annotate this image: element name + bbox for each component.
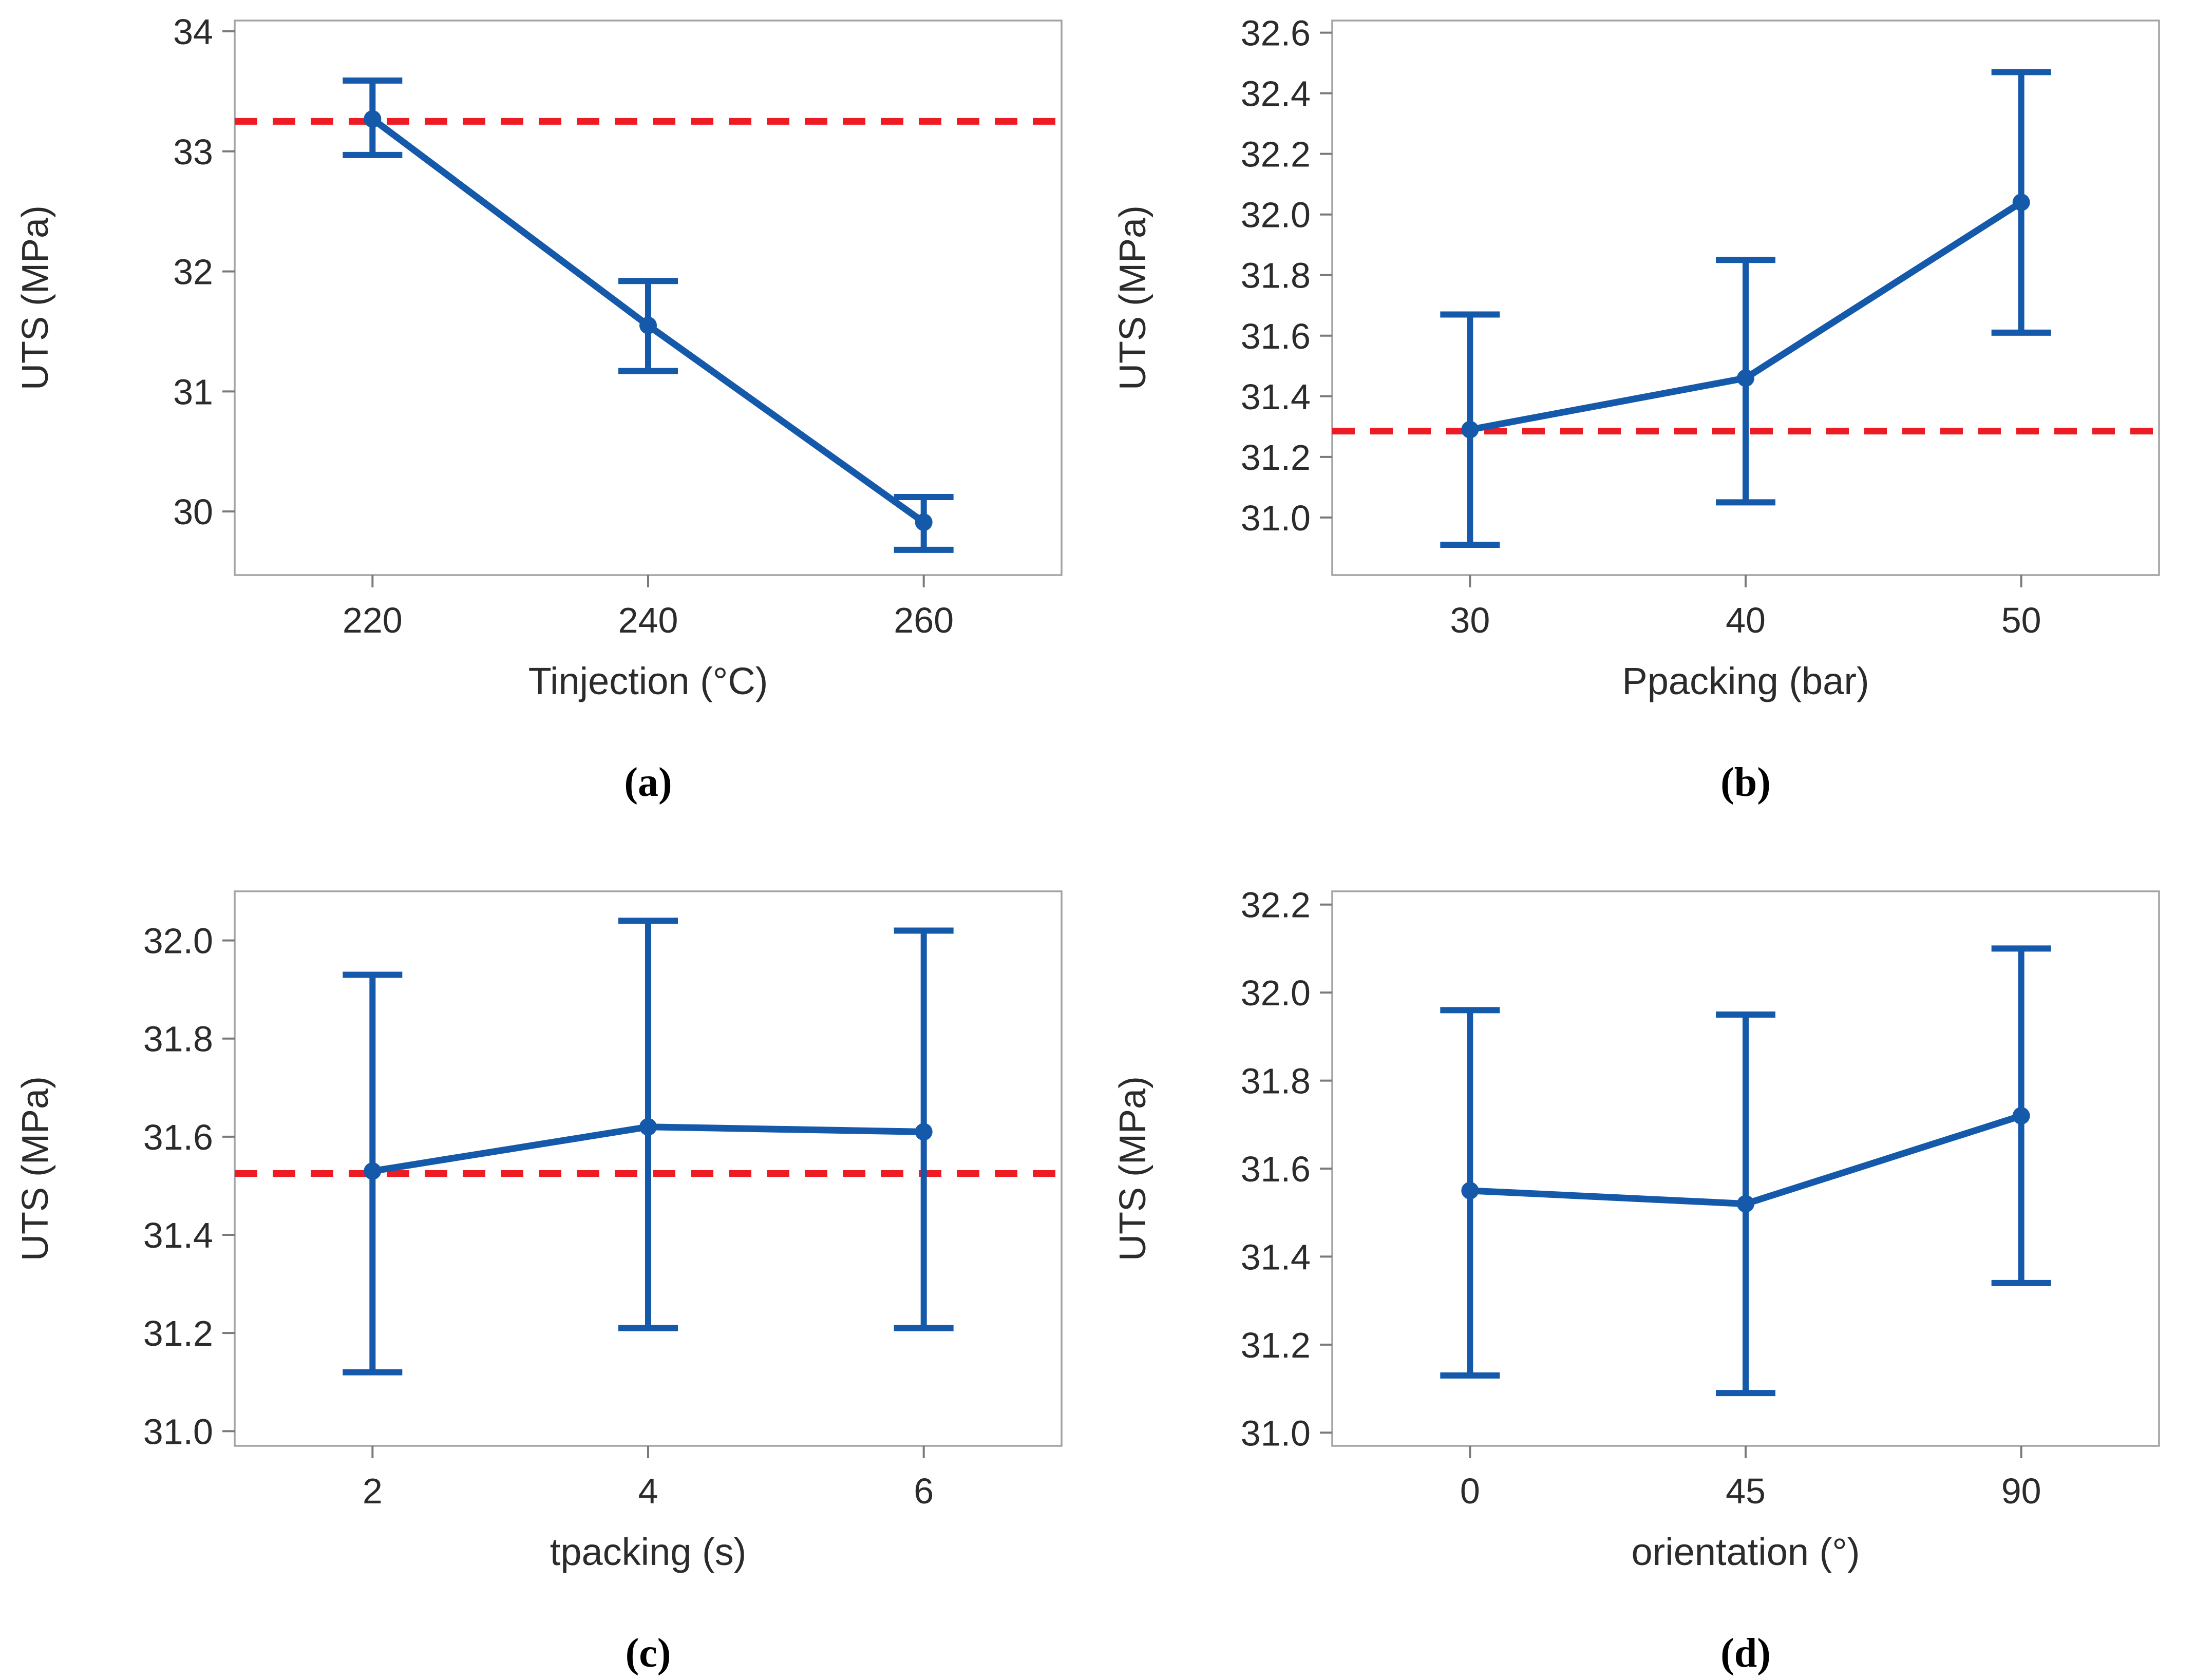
- y-tick-label: 34: [173, 12, 213, 52]
- x-axis-ticks: 0 45 90: [1460, 1446, 2041, 1511]
- y-tick-label: 31: [173, 372, 213, 412]
- chart-canvas-d: 31.0 31.2 31.4 31.6 31.8 32.0 32.2 0 45 90: [1241, 885, 2160, 1511]
- x-tick-label: 260: [894, 600, 954, 640]
- data-point-marker: [915, 513, 933, 531]
- y-tick-label: 31.4: [1241, 1237, 1311, 1277]
- x-tick-label: 6: [914, 1471, 934, 1511]
- x-tick-label: 0: [1460, 1471, 1480, 1511]
- x-axis-label: tpacking (s): [550, 1531, 747, 1573]
- y-tick-label: 33: [173, 132, 213, 172]
- data-point-marker: [915, 1123, 933, 1141]
- data-point-marker: [639, 316, 657, 334]
- x-axis-ticks: 220 240 260: [343, 575, 954, 640]
- panel-b: UTS (MPa) 31.0 31.2 31.4 31.6 31.8 32.0 32.2 32…: [1098, 0, 2195, 840]
- chart-row-d: UTS (MPa) 31.0 31.2 31.4 31.6 31.8 32.0 32.2 0 4…: [1098, 871, 2195, 1528]
- data-point-marker: [364, 110, 382, 128]
- y-tick-label: 31.4: [143, 1215, 213, 1255]
- data-point-marker: [2012, 1107, 2030, 1125]
- x-axis-ticks: 30 40 50: [1450, 575, 2041, 640]
- y-tick-label: 31.2: [1241, 1325, 1311, 1365]
- data-point-marker: [2012, 194, 2030, 212]
- y-tick-label: 31.2: [143, 1313, 213, 1353]
- x-tick-label: 4: [638, 1471, 658, 1511]
- y-tick-label: 32.0: [1241, 973, 1311, 1013]
- chart-canvas-a: 30 31 32 33 34 220 240 260: [173, 12, 1063, 640]
- chart-row-b: UTS (MPa) 31.0 31.2 31.4 31.6 31.8 32.0 32.2 32…: [1098, 0, 2195, 657]
- y-tick-label: 31.0: [1241, 1413, 1311, 1453]
- x-tick-label: 240: [618, 600, 678, 640]
- x-axis-label: Ppacking (bar): [1622, 660, 1869, 702]
- data-point-marker: [1737, 369, 1754, 387]
- x-axis-label: orientation (°): [1631, 1531, 1860, 1573]
- y-tick-label: 30: [173, 492, 213, 532]
- data-point-markers: [1461, 194, 2030, 438]
- x-tick-label: 40: [1726, 600, 1766, 640]
- y-axis-ticks: 31.0 31.2 31.4 31.6 31.8 32.0: [143, 921, 235, 1452]
- data-point-marker: [364, 1162, 382, 1180]
- panel-caption-c: (c): [625, 1631, 671, 1676]
- panel-a: UTS (MPa) 30 31 32 33 34 220 240 260 Tinjection…: [0, 0, 1098, 840]
- data-point-markers: [1461, 1107, 2030, 1213]
- panel-caption-a: (a): [624, 760, 672, 805]
- y-axis-label: UTS (MPa): [14, 205, 56, 390]
- y-axis-label: UTS (MPa): [1112, 205, 1153, 390]
- x-tick-label: 220: [343, 600, 403, 640]
- y-tick-label: 31.8: [1241, 1061, 1311, 1101]
- y-axis-label: UTS (MPa): [1112, 1076, 1153, 1261]
- x-axis-ticks: 2 4 6: [363, 1446, 934, 1511]
- y-tick-label: 31.8: [1241, 256, 1311, 296]
- x-tick-label: 90: [2001, 1471, 2041, 1511]
- y-tick-label: 31.4: [1241, 377, 1311, 417]
- y-tick-label: 31.8: [143, 1019, 213, 1059]
- data-point-marker: [639, 1118, 657, 1136]
- y-axis-label: UTS (MPa): [14, 1076, 56, 1261]
- y-tick-label: 32.6: [1241, 13, 1311, 53]
- chart-row-c: UTS (MPa) 31.0 31.2 31.4 31.6 31.8 32.0 2 4 6: [0, 871, 1098, 1528]
- chart-canvas-c: 31.0 31.2 31.4 31.6 31.8 32.0 2 4 6: [143, 890, 1063, 1511]
- panel-caption-d: (d): [1720, 1631, 1771, 1676]
- y-axis-ticks: 31.0 31.2 31.4 31.6 31.8 32.0 32.2: [1241, 885, 1332, 1453]
- y-axis-label-column-a: UTS (MPa): [0, 0, 70, 657]
- y-axis-label-column-b: UTS (MPa): [1098, 0, 1168, 657]
- y-tick-label: 31.2: [1241, 437, 1311, 478]
- chart-row-a: UTS (MPa) 30 31 32 33 34 220 240 260: [0, 0, 1098, 657]
- panel-caption-b: (b): [1720, 760, 1771, 805]
- y-tick-label: 32.2: [1241, 885, 1311, 925]
- x-tick-label: 45: [1726, 1471, 1766, 1511]
- y-tick-label: 32.2: [1241, 135, 1311, 175]
- y-tick-label: 32.4: [1241, 74, 1311, 114]
- y-tick-label: 32: [173, 252, 213, 292]
- panel-d: UTS (MPa) 31.0 31.2 31.4 31.6 31.8 32.0 32.2 0 4…: [1098, 840, 2195, 1680]
- x-tick-label: 2: [363, 1471, 383, 1511]
- chart-canvas-b: 31.0 31.2 31.4 31.6 31.8 32.0 32.2 32.4 32.6 30 40…: [1241, 13, 2160, 640]
- data-point-marker: [1461, 1181, 1479, 1199]
- x-tick-label: 30: [1450, 600, 1490, 640]
- y-axis-ticks: 30 31 32 33 34: [173, 12, 235, 532]
- data-point-marker: [1737, 1195, 1754, 1213]
- data-point-markers: [364, 1118, 933, 1180]
- x-axis-label: Tinjection (°C): [528, 660, 768, 702]
- y-tick-label: 31.0: [143, 1411, 213, 1452]
- data-point-markers: [364, 110, 933, 531]
- y-axis-label-column-d: UTS (MPa): [1098, 871, 1168, 1528]
- y-tick-label: 31.6: [143, 1117, 213, 1157]
- panel-c: UTS (MPa) 31.0 31.2 31.4 31.6 31.8 32.0 2 4 6 tp…: [0, 840, 1098, 1680]
- y-axis-label-column-c: UTS (MPa): [0, 871, 70, 1528]
- x-tick-label: 50: [2001, 600, 2041, 640]
- data-point-marker: [1461, 421, 1479, 438]
- y-tick-label: 32.0: [1241, 195, 1311, 235]
- y-tick-label: 32.0: [143, 921, 213, 961]
- y-tick-label: 31.0: [1241, 498, 1311, 538]
- y-tick-label: 31.6: [1241, 316, 1311, 356]
- y-axis-ticks: 31.0 31.2 31.4 31.6 31.8 32.0 32.2 32.4 32.6: [1241, 13, 1332, 538]
- y-tick-label: 31.6: [1241, 1149, 1311, 1189]
